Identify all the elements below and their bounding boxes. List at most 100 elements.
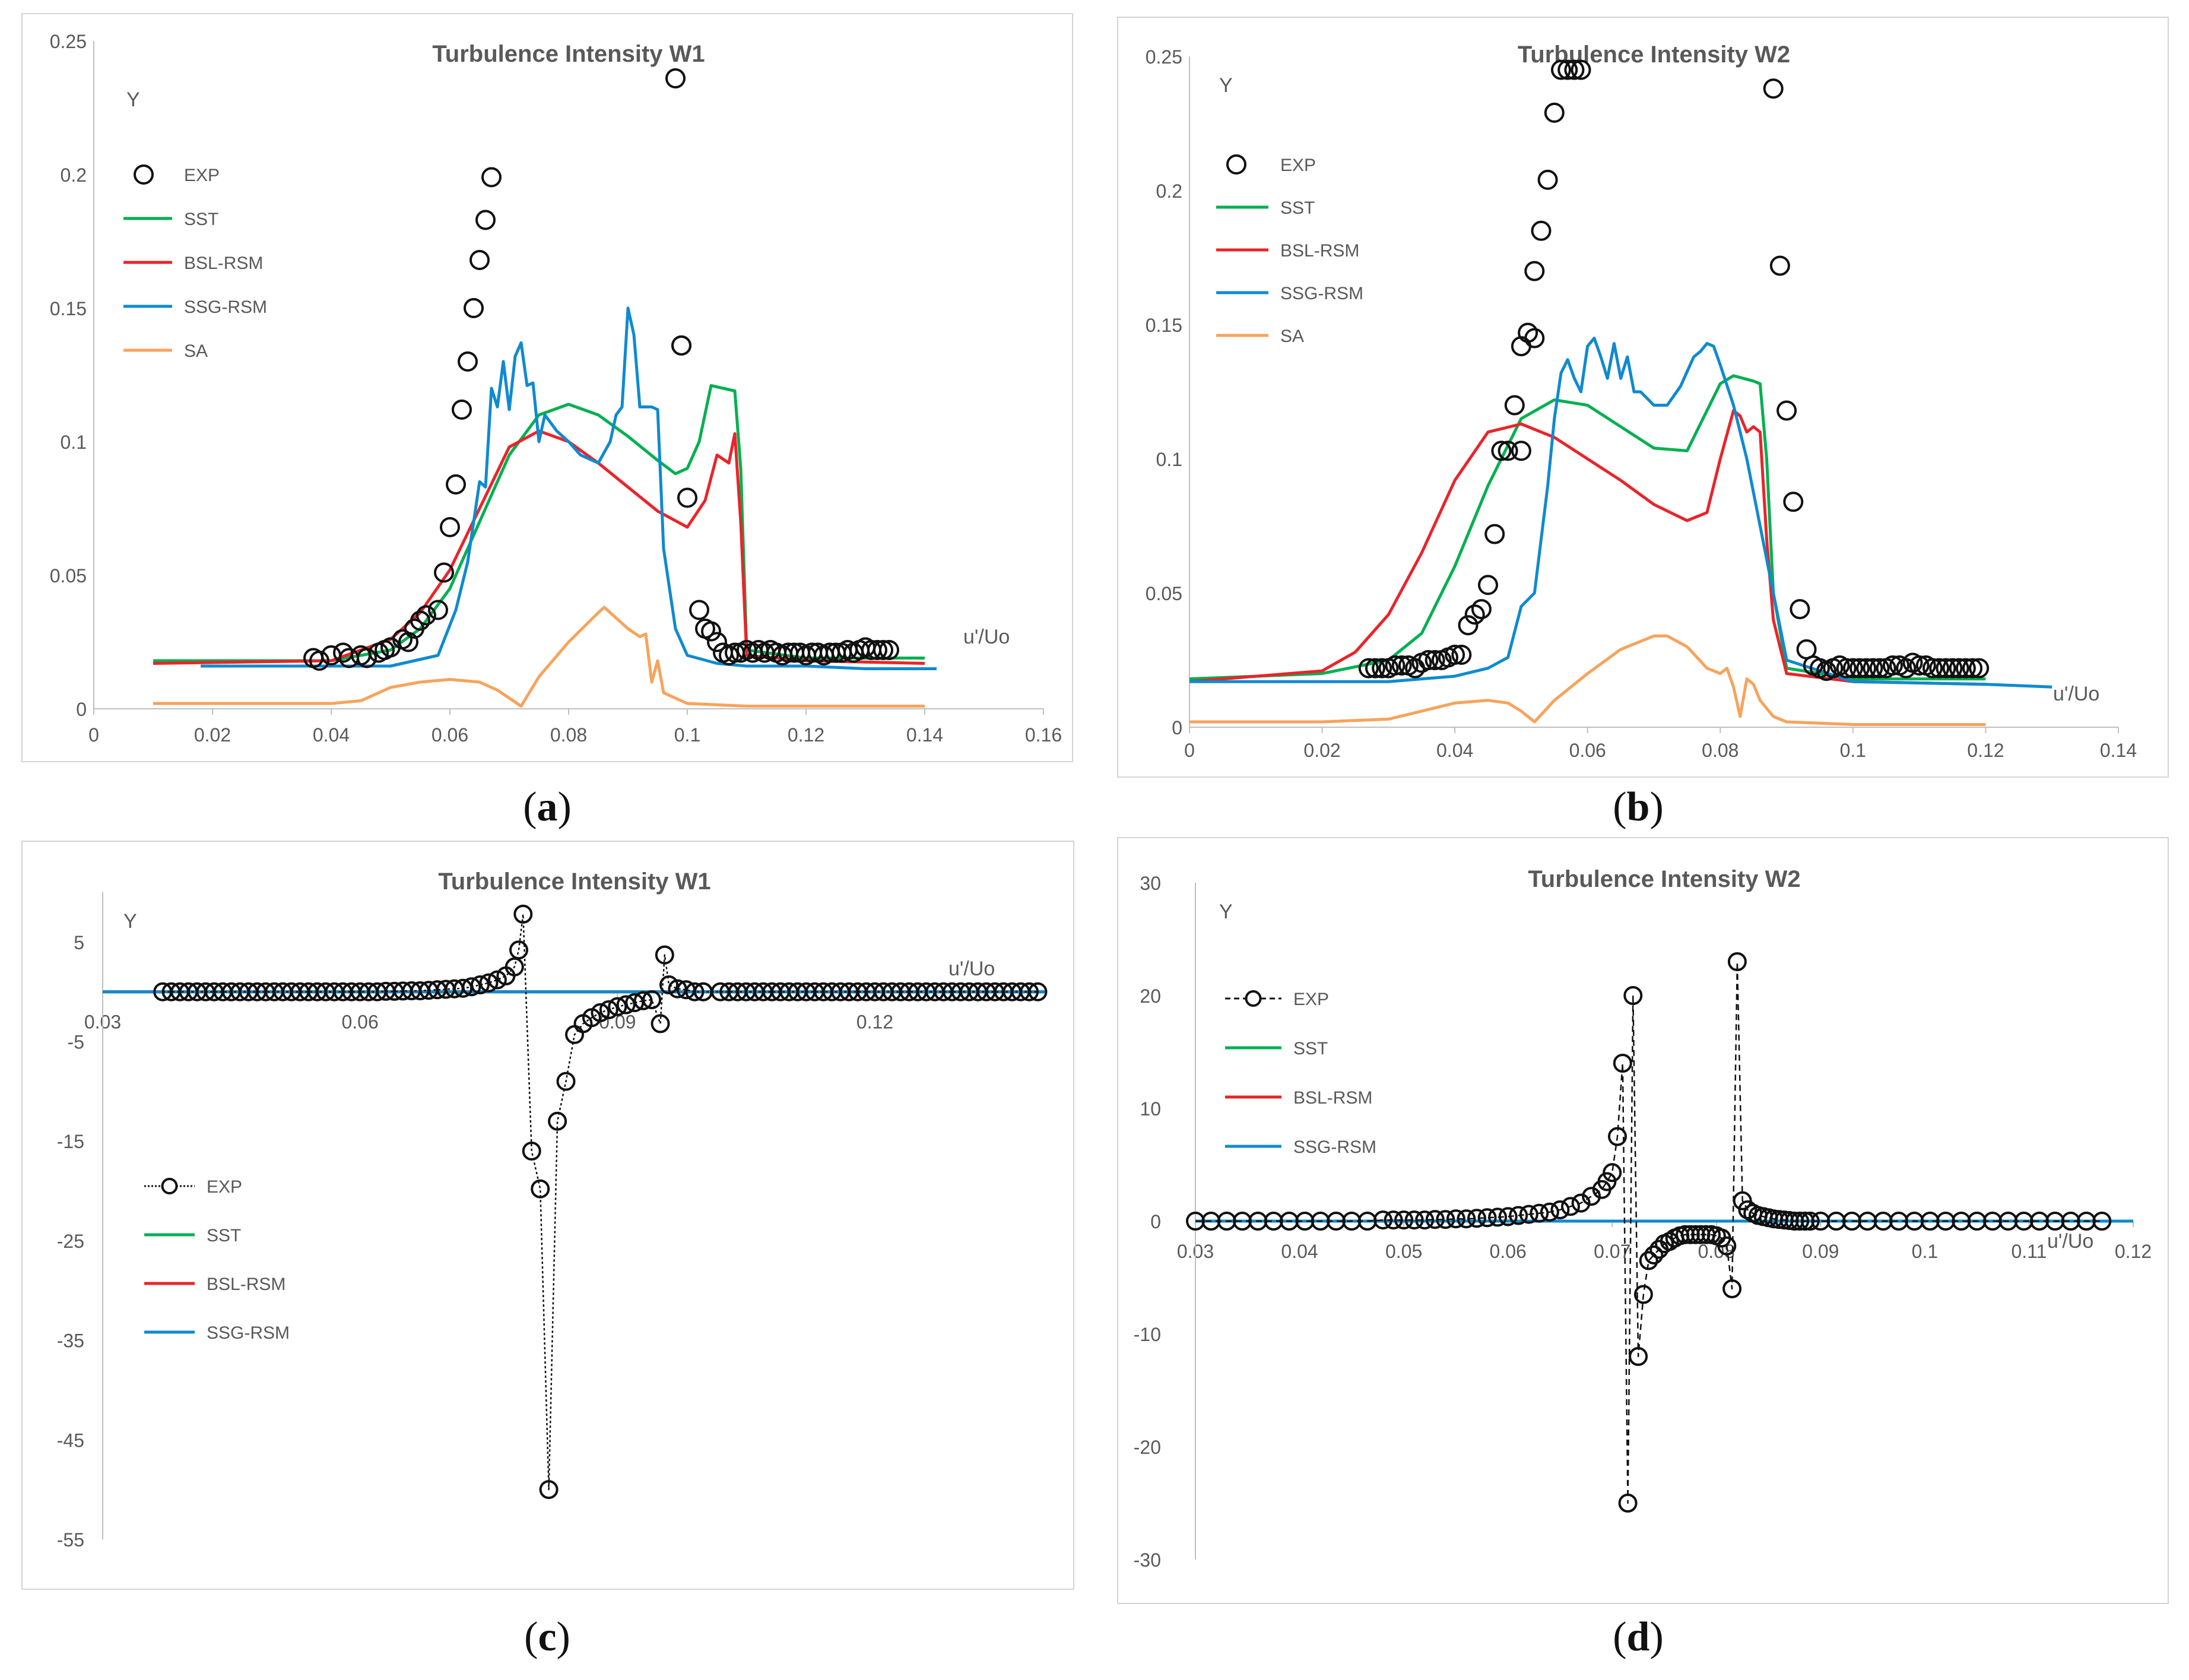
x-tick-label: 0.11 xyxy=(2011,1241,2047,1262)
data-point-exp xyxy=(1863,658,1883,679)
x-tick-label: 0.12 xyxy=(788,724,824,746)
sublabel-d: (d) xyxy=(1613,1614,1664,1660)
sublabel-a: (a) xyxy=(523,784,572,830)
data-point-exp xyxy=(458,351,478,372)
data-point-exp xyxy=(522,1142,541,1161)
data-point-exp xyxy=(479,973,499,993)
data-point-exp xyxy=(1613,1054,1632,1073)
x-tick-label: 0.06 xyxy=(1569,740,1606,761)
y-axis-label: Y xyxy=(1219,74,1233,97)
x-tick-label: 0.02 xyxy=(1303,740,1340,761)
series-line-sst xyxy=(1189,374,1986,681)
data-point-exp xyxy=(599,1000,618,1019)
data-point-exp xyxy=(1537,169,1558,190)
data-point-exp xyxy=(1727,952,1747,971)
series-line-bsl-rsm xyxy=(1189,409,1986,686)
data-point-exp xyxy=(633,991,653,1010)
y-tick-label: 10 xyxy=(1140,1098,1161,1120)
data-point-exp xyxy=(1372,658,1392,679)
y-tick-label: 0.1 xyxy=(1156,449,1182,470)
legend-label-bsl-rsm: BSL-RSM xyxy=(184,253,263,273)
data-point-exp xyxy=(434,562,454,583)
data-point-exp xyxy=(1385,655,1406,676)
series-line-sst xyxy=(153,384,925,663)
data-point-exp xyxy=(1544,102,1565,123)
data-point-exp xyxy=(398,632,418,652)
chart-d-svg: Turbulence Intensity W2 Yu'/Uo 30 20 10 0 -10 -… xyxy=(1134,866,2152,1571)
data-point-exp xyxy=(1836,658,1857,679)
chart-title: Turbulence Intensity W1 xyxy=(438,868,710,895)
x-axis-label: u'/Uo xyxy=(2047,1230,2093,1253)
data-point-exp xyxy=(1618,1494,1638,1513)
data-point-exp xyxy=(1540,1202,1559,1222)
data-point-exp xyxy=(428,600,448,620)
data-point-exp xyxy=(1856,658,1877,679)
data-point-exp xyxy=(1358,658,1379,679)
data-point-exp xyxy=(539,1480,559,1500)
data-point-exp xyxy=(1425,1210,1445,1229)
series-line-ssg-rsm xyxy=(1189,337,2052,689)
data-point-exp xyxy=(531,1179,550,1199)
x-tick-label: 0.04 xyxy=(313,724,350,746)
y-tick-label: -5 xyxy=(68,1032,84,1053)
y-tick-label: 0 xyxy=(1172,717,1182,738)
data-point-exp xyxy=(659,975,678,994)
y-tick-label: -30 xyxy=(1134,1549,1161,1571)
data-point-exp xyxy=(1929,658,1950,679)
data-point-exp xyxy=(1571,59,1591,80)
data-point-exp xyxy=(471,975,490,994)
data-point-exp xyxy=(1849,658,1870,679)
data-point-exp xyxy=(1722,1279,1742,1298)
data-point-exp xyxy=(1391,655,1412,676)
x-tick-label: 0.16 xyxy=(1025,724,1062,746)
data-point-exp xyxy=(671,335,691,356)
chart-a-svg: Turbulence Intensity W1 Yu'/Uo 0 0.05 0.1 0.1… xyxy=(50,31,1062,746)
data-point-exp xyxy=(1418,650,1439,670)
y-tick-label: 0.25 xyxy=(1146,46,1182,68)
y-tick-label: -25 xyxy=(57,1231,84,1252)
legend-label-sst: SST xyxy=(1293,1039,1328,1058)
data-point-exp xyxy=(548,1111,567,1131)
data-point-exp xyxy=(509,940,528,960)
data-point-exp xyxy=(1530,1203,1549,1223)
data-point-exp xyxy=(440,517,460,537)
data-point-exp xyxy=(1425,650,1445,670)
data-point-exp xyxy=(701,621,721,642)
y-tick-label: 0.15 xyxy=(1146,315,1182,336)
legend-label-exp: EXP xyxy=(207,1177,242,1197)
data-point-exp xyxy=(1488,1207,1508,1227)
data-point-exp xyxy=(1394,1210,1414,1230)
x-tick-label: 0.1 xyxy=(674,724,700,746)
data-point-exp xyxy=(1524,261,1545,281)
y-tick-label: 0.25 xyxy=(50,31,87,52)
data-point-exp xyxy=(1717,1236,1737,1256)
x-tick-label: 0.12 xyxy=(856,1012,893,1033)
data-point-exp xyxy=(1564,59,1585,80)
data-point-exp xyxy=(1504,395,1525,416)
data-point-exp xyxy=(1550,1200,1570,1219)
legend-label-sst: SST xyxy=(207,1226,241,1245)
data-point-exp xyxy=(1623,986,1643,1005)
data-point-exp xyxy=(464,298,484,318)
data-point-exp xyxy=(2092,1212,2112,1231)
data-point-exp xyxy=(556,1072,576,1091)
data-point-exp xyxy=(1571,1193,1591,1213)
data-point-exp xyxy=(873,640,893,660)
series-line-sa xyxy=(1189,634,1986,726)
data-point-exp xyxy=(1629,1347,1648,1366)
data-point-exp xyxy=(1909,655,1930,676)
data-point-exp xyxy=(1464,604,1485,625)
data-point-exp xyxy=(1633,1285,1653,1304)
data-point-exp xyxy=(1404,1210,1424,1230)
data-point-exp xyxy=(642,990,662,1010)
legend-label-exp: EXP xyxy=(1280,156,1316,175)
legend-label-ssg-rsm: SSG-RSM xyxy=(207,1323,290,1343)
data-point-exp xyxy=(1511,440,1531,461)
data-point-exp xyxy=(1365,658,1385,679)
y-tick-label: -10 xyxy=(1134,1324,1161,1345)
y-tick-label: 20 xyxy=(1140,985,1161,1007)
y-axis-label: Y xyxy=(123,910,137,933)
